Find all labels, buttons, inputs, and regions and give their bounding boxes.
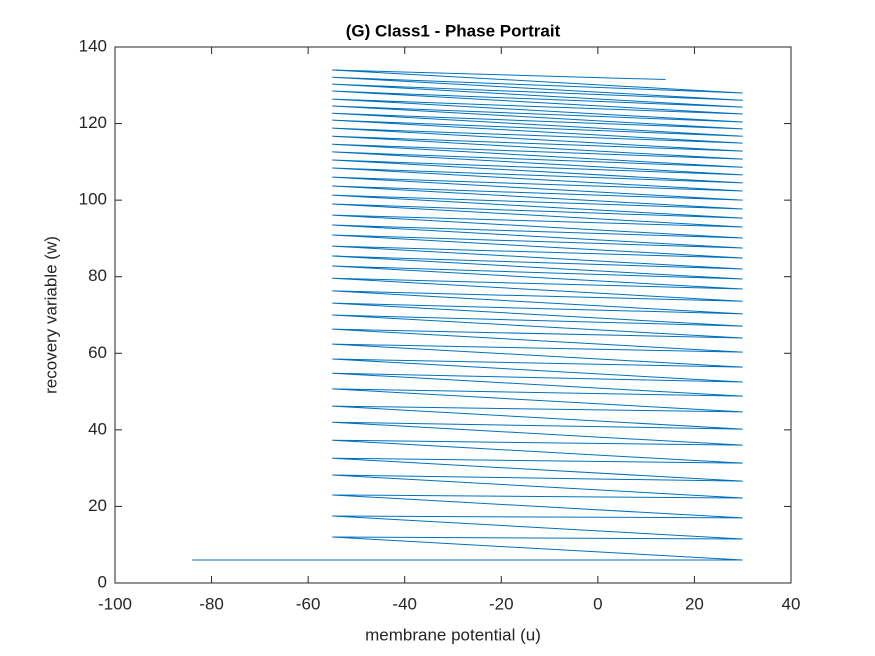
- x-tick-label: -20: [489, 594, 514, 613]
- y-tick-label: 120: [79, 113, 107, 132]
- data-line: [192, 69, 743, 561]
- x-tick-label: -100: [98, 594, 132, 613]
- x-tick-label: -60: [296, 594, 321, 613]
- y-tick-label: 40: [88, 419, 107, 438]
- y-tick-label: 140: [79, 36, 107, 55]
- y-axis-label: recovery variable (w): [41, 236, 60, 394]
- x-axis-label: membrane potential (u): [365, 625, 541, 644]
- x-tick-label: 40: [782, 594, 801, 613]
- y-tick-label: 80: [88, 266, 107, 285]
- y-tick-label: 60: [88, 343, 107, 362]
- y-tick-label: 100: [79, 190, 107, 209]
- x-tick-label: -40: [392, 594, 417, 613]
- chart-title: (G) Class1 - Phase Portrait: [346, 21, 561, 40]
- plot-box: [114, 46, 792, 584]
- y-tick-label: 0: [98, 572, 107, 591]
- x-tick-label: -80: [199, 594, 224, 613]
- x-tick-label: 0: [593, 594, 602, 613]
- x-tick-label: 20: [685, 594, 704, 613]
- y-tick-label: 20: [88, 496, 107, 515]
